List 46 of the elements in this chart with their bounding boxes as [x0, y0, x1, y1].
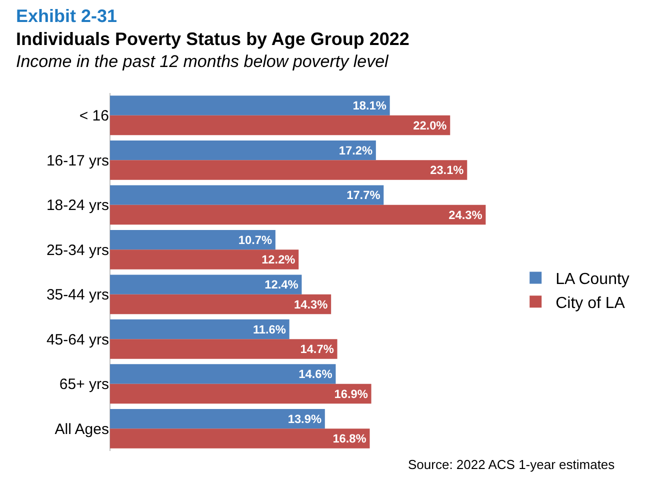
data-label: 24.3%	[448, 208, 483, 222]
chart-title: Individuals Poverty Status by Age Group 2022	[16, 29, 410, 49]
legend-label: City of LA	[556, 294, 626, 312]
chart-subtitle: Income in the past 12 months below poverty level	[16, 52, 390, 71]
legend-label: LA County	[556, 271, 630, 288]
data-label: 17.7%	[346, 188, 381, 202]
bar	[110, 428, 370, 448]
data-label: 14.3%	[294, 297, 328, 312]
bar	[110, 250, 299, 270]
bar	[110, 319, 290, 340]
data-label: 22.0%	[413, 118, 448, 132]
data-label: 14.7%	[300, 342, 334, 356]
bar	[110, 408, 325, 429]
bar	[110, 204, 486, 225]
data-label: 16.8%	[332, 432, 367, 446]
y-tick-label: All Ages	[54, 420, 109, 438]
y-tick-label: 16-17 yrs	[46, 152, 109, 170]
bar	[110, 115, 450, 136]
data-label: 11.6%	[252, 322, 286, 336]
data-label: 16.9%	[334, 386, 368, 401]
bar	[110, 384, 372, 404]
bar	[110, 230, 276, 250]
bar	[110, 274, 302, 294]
text: Exhibit 2-31	[16, 6, 118, 26]
bar	[110, 294, 332, 314]
data-label: 17.2%	[338, 143, 373, 158]
bar	[110, 96, 390, 116]
y-tick-label: 25-34 yrs	[46, 242, 109, 259]
data-label: 10.7%	[238, 232, 272, 247]
y-tick-label: 65+ yrs	[59, 376, 109, 394]
source-note: Source: 2022 ACS 1-year estimates	[408, 457, 616, 472]
bar	[110, 339, 338, 359]
bar	[110, 364, 336, 384]
y-tick-label: 35-44 yrs	[46, 286, 109, 304]
y-tick-label: 45-64 yrs	[46, 331, 109, 348]
bar	[110, 140, 376, 160]
y-tick-label: < 16	[79, 108, 109, 125]
bar	[110, 160, 468, 180]
data-label: 12.4%	[264, 278, 299, 292]
data-label: 18.1%	[352, 98, 387, 113]
data-label: 14.6%	[298, 367, 333, 382]
data-label: 13.9%	[288, 412, 322, 426]
bar	[110, 185, 384, 205]
data-label: 23.1%	[430, 163, 464, 178]
data-label: 12.2%	[262, 252, 296, 267]
y-tick-label: 18-24 yrs	[46, 197, 109, 214]
